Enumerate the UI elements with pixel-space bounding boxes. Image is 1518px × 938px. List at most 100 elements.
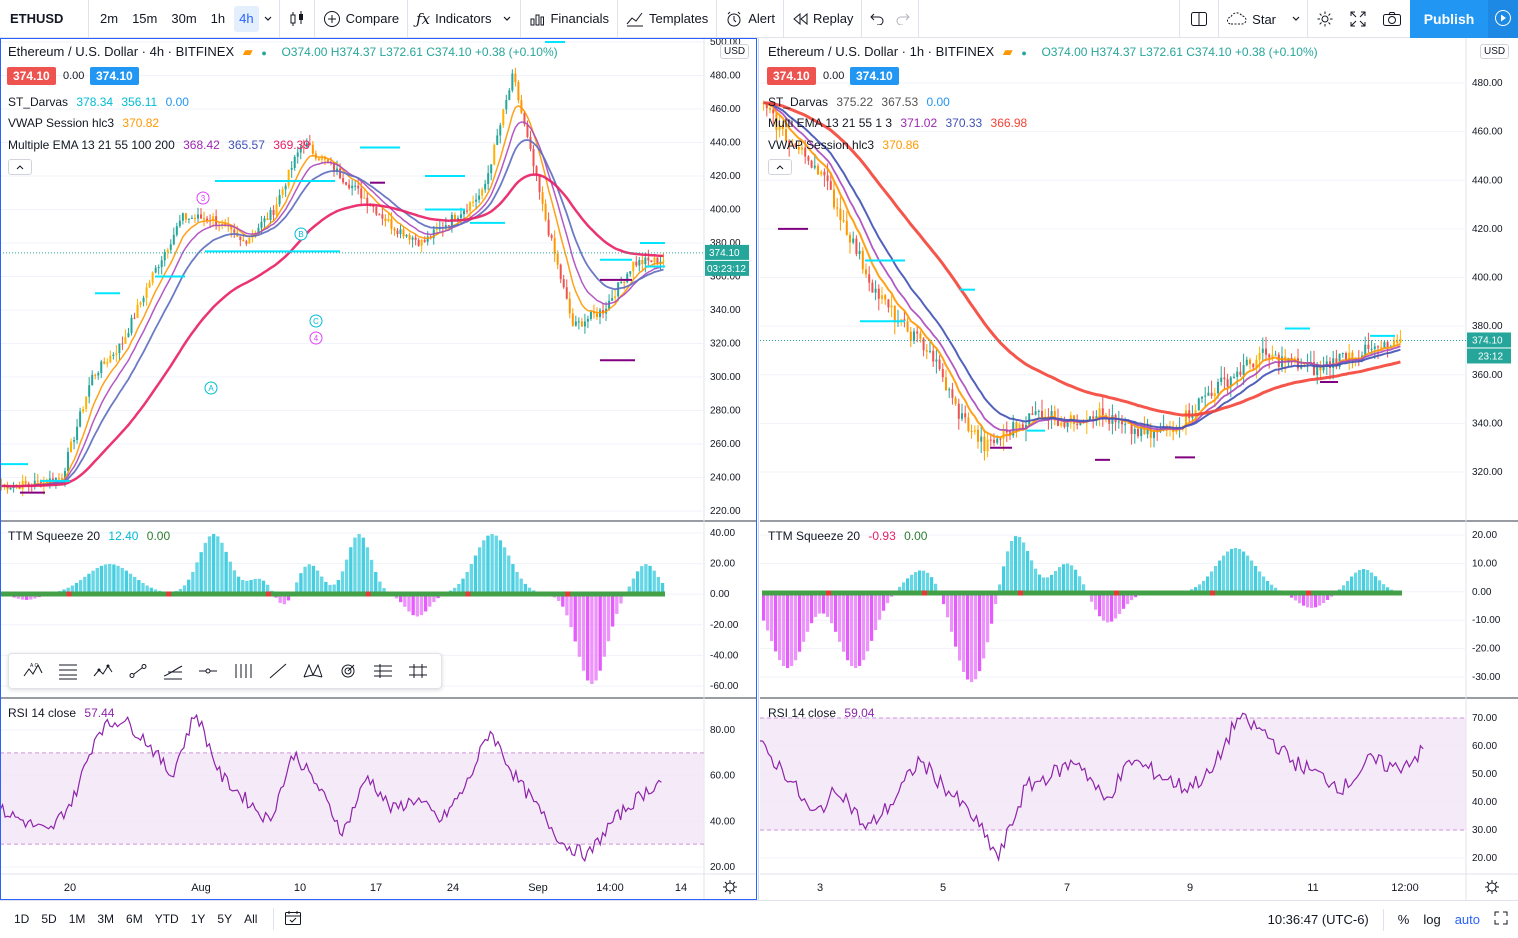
interval-2m[interactable]: 2m [95,11,123,26]
right-ask-badge[interactable]: 374.10 [850,67,899,85]
financials-button[interactable]: Financials [521,0,617,38]
right-bid-badge[interactable]: 374.10 [767,67,816,85]
legend-collapse-button[interactable] [768,159,792,175]
publish-button[interactable]: Publish [1410,0,1488,38]
chevron-down-icon[interactable] [263,14,273,24]
candle-body [421,240,423,246]
legend-collapse-button[interactable] [8,159,32,175]
right-legend-title-row: Ethereum / U.S. Dollar · 1h · BITFINEX ▰… [768,44,1323,60]
snapshot-button[interactable] [1374,0,1410,38]
compare-button[interactable]: Compare [315,0,407,38]
right-legend-ind3[interactable]: VWAP Session hlc3 370.86 [768,138,924,152]
abcd-pattern-icon[interactable]: A C [15,656,50,686]
templates-button[interactable]: Templates [618,0,716,38]
right-squeeze-legend[interactable]: TTM Squeeze 20 -0.93 0.00 [768,529,932,543]
range-5d[interactable]: 5D [35,912,62,926]
candle-body [496,135,498,144]
undo-icon[interactable] [870,13,884,25]
right-currency-label[interactable]: USD [1480,44,1509,59]
squeeze-bar [794,593,797,660]
candle-body [354,186,356,187]
left-symbol-title[interactable]: Ethereum / U.S. Dollar · 4h · BITFINEX [8,44,234,59]
interval-30m[interactable]: 30m [166,11,201,26]
candle-body [554,238,556,254]
squeeze-bar [1214,566,1217,593]
publish-play-button[interactable] [1488,0,1518,38]
trend-line-icon[interactable] [120,656,155,686]
settings-button[interactable] [1308,0,1342,38]
log-toggle[interactable]: log [1423,912,1440,927]
saved-layout-button[interactable]: Star [1219,0,1307,38]
squeeze-bar [474,556,477,594]
left-legend-ind2[interactable]: VWAP Session hlc3 370.82 [8,116,164,130]
right-symbol-title[interactable]: Ethereum / U.S. Dollar · 1h · BITFINEX [768,44,994,59]
date-range-icon[interactable] [284,910,302,929]
candle-body [146,287,148,297]
fullscreen-button[interactable] [1342,0,1374,38]
percent-toggle[interactable]: % [1398,912,1410,927]
candle-body [348,185,350,188]
range-3m[interactable]: 3M [91,912,120,926]
left-ask-badge[interactable]: 374.10 [90,67,139,85]
alert-button[interactable]: Alert [717,0,783,38]
range-5y[interactable]: 5Y [211,912,238,926]
flag-icon[interactable]: ▰ [243,44,253,59]
range-6m[interactable]: 6M [120,912,149,926]
candle-body [396,231,398,234]
fib-retracement-icon[interactable] [50,656,85,686]
right-legend-ind2[interactable]: Multi EMA 13 21 55 1 3 371.02 370.33 366… [768,116,1032,130]
symbol-search[interactable]: ETHUSD [0,0,88,38]
range-1m[interactable]: 1M [63,912,92,926]
fib-spiral-icon[interactable] [330,656,365,686]
charts-canvas[interactable]: 500.00480.00460.00440.00420.00400.00380.… [0,38,1518,900]
candle-body [403,229,405,236]
range-all[interactable]: All [238,912,263,926]
squeeze-bar [229,562,232,594]
squeeze-bar [862,593,865,660]
range-1y[interactable]: 1Y [185,912,212,926]
squeeze-bar [112,564,115,594]
elliott-wave-icon[interactable] [85,656,120,686]
candle-body [581,321,583,326]
replay-label: Replay [813,11,853,26]
candle-body [919,333,921,338]
horizontal-ray-icon[interactable] [190,656,225,686]
left-currency-label[interactable]: USD [720,44,749,59]
position-tool-icon[interactable] [365,656,400,686]
candle-body [967,417,969,431]
candle-body [629,271,631,274]
fullscreen-icon [1350,11,1366,27]
redo-icon[interactable] [896,13,910,25]
left-legend-ind3[interactable]: Multiple EMA 13 21 55 100 200 368.42 365… [8,138,315,152]
xabcd-pattern-icon[interactable] [295,656,330,686]
replay-button[interactable]: Replay [784,0,861,38]
right-legend-ind1[interactable]: ST_Darvas 375.22 367.53 0.00 [768,95,955,109]
layout-toggle-button[interactable] [1180,0,1218,38]
indicators-button[interactable]: ƒx Indicators [408,0,520,38]
candle-body [242,240,244,241]
range-1d[interactable]: 1D [8,912,35,926]
candle-body [149,283,151,288]
candle-body [490,164,492,173]
flag-icon[interactable]: ▰ [1003,44,1013,59]
expand-icon[interactable] [1494,911,1508,928]
chart-type-button[interactable] [280,0,314,38]
left-squeeze-legend[interactable]: TTM Squeeze 20 12.40 0.00 [8,529,175,543]
left-legend-ind1[interactable]: ST_Darvas 378.34 356.11 0.00 [8,95,194,109]
clock-readout[interactable]: 10:36:47 (UTC-6) [1268,912,1369,927]
ray-line-icon[interactable] [260,656,295,686]
left-bid-badge[interactable]: 374.10 [7,67,56,85]
interval-1h[interactable]: 1h [206,11,230,26]
candle-body [653,257,655,262]
measure-tool-icon[interactable] [400,656,435,686]
interval-4h[interactable]: 4h [234,6,258,32]
right-rsi-legend[interactable]: RSI 14 close 59.04 [768,706,879,720]
vertical-lines-icon[interactable] [225,656,260,686]
auto-toggle[interactable]: auto [1455,912,1480,927]
left-rsi-legend[interactable]: RSI 14 close 57.44 [8,706,119,720]
pitchfork-icon[interactable] [155,656,190,686]
range-ytd[interactable]: YTD [149,912,185,926]
interval-15m[interactable]: 15m [127,11,162,26]
squeeze-bar [191,572,194,594]
candle-body [862,251,864,270]
